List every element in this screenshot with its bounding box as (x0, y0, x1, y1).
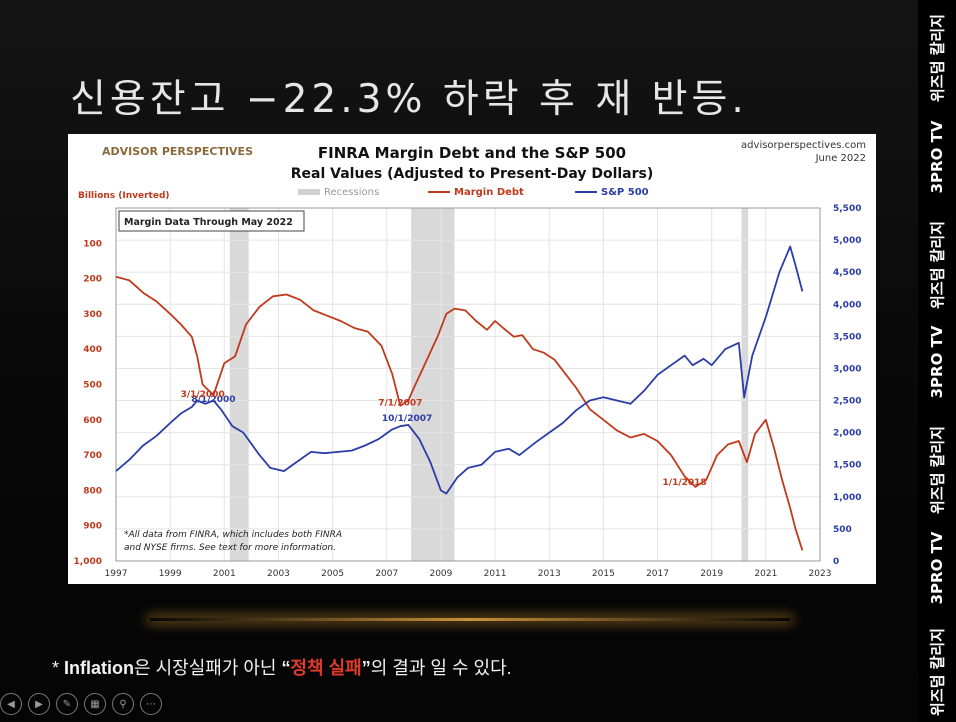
left-tick-label: 100 (83, 239, 102, 249)
zoom-icon[interactable]: ⚲ (112, 693, 134, 715)
left-tick-label: 900 (83, 522, 102, 532)
footnote-quote-open: “ (281, 658, 291, 678)
series-line-margin-debt (115, 275, 804, 551)
x-tick-label: 2001 (213, 569, 236, 579)
prev-icon[interactable]: ◀ (0, 693, 22, 715)
legend-recession-swatch (298, 189, 320, 195)
sidebar-label: 위즈덤 칼리지 (928, 425, 947, 515)
chart-card: 1997 1999 2001 2003 2005 2007 2009 2011 2013 2015… (68, 134, 876, 584)
data-annotation: 1/1/2018 (663, 478, 707, 488)
right-tick-label: 3,500 (833, 332, 861, 342)
x-tick-label: 1999 (159, 569, 182, 579)
left-tick-label: 200 (83, 275, 102, 285)
x-tick-label: 2023 (809, 569, 832, 579)
slideshow-controls: ◀ ▶ ✎ ▦ ⚲ ⋯ (0, 690, 162, 718)
footnote-part1: 은 시장실패가 아닌 (134, 658, 282, 678)
left-tick-label: 600 (83, 416, 102, 426)
chart-subtitle: Real Values (Adjusted to Present-Day Dol… (291, 166, 654, 182)
right-tick-label: 1,500 (833, 461, 861, 471)
pen-icon[interactable]: ✎ (56, 693, 78, 715)
left-tick-label: 800 (83, 486, 102, 496)
footnote-highlight: 정책 실패 (290, 658, 362, 678)
left-tick-label: 1,000 (74, 557, 102, 567)
sidebar-label: 3PRO TV (928, 120, 946, 194)
info-box-frame (118, 210, 305, 232)
right-tick-label: 2,000 (833, 429, 861, 439)
recession-band (741, 208, 749, 561)
slide-footnote: * Inflation은 시장실패가 아닌 “정책 실패”의 결과 일 수 있다… (52, 654, 512, 680)
chart-note: and NYSE firms. See text for more inform… (124, 543, 336, 553)
data-annotation: 3/1/2000 (181, 390, 225, 400)
right-tick-label: 3,000 (833, 364, 861, 374)
right-tick-label: 500 (833, 525, 852, 535)
left-axis-label: Billions (Inverted) (78, 191, 170, 201)
x-tick-label: 2019 (700, 569, 723, 579)
right-tick-label: 4,500 (833, 268, 861, 278)
right-tick-label: 5,500 (833, 204, 861, 214)
left-tick-label: 300 (83, 310, 102, 320)
footnote-bold: Inflation (64, 658, 135, 678)
footnote-part2: 의 결과 일 수 있다. (370, 658, 512, 678)
x-tick-label: 1997 (105, 569, 128, 579)
x-tick-label: 2005 (321, 569, 344, 579)
sidebar-label: 위즈덤 칼리지 (928, 220, 947, 310)
sidebar-label: 3PRO TV (928, 531, 946, 605)
series-line-s-p-500 (115, 245, 804, 495)
x-tick-label: 2011 (484, 569, 507, 579)
x-tick-label: 2007 (375, 569, 398, 579)
data-annotation: 8/1/2000 (191, 395, 235, 405)
left-tick-label: 500 (83, 381, 102, 391)
watermark-sidebar: 위즈덤 칼리지 3PRO TV 위즈덤 칼리지 3PRO TV 위즈덤 칼리지 … (918, 0, 956, 722)
more-icon[interactable]: ⋯ (140, 693, 162, 715)
next-icon[interactable]: ▶ (28, 693, 50, 715)
recession-band (411, 208, 455, 561)
right-tick-label: 4,000 (833, 300, 861, 310)
footnote-prefix: * (52, 658, 65, 678)
recession-band (229, 208, 249, 561)
plot-frame (115, 207, 821, 562)
data-annotation: 7/1/2007 (378, 399, 422, 409)
legend-label: Margin Debt (454, 187, 524, 198)
sidebar-label: 3PRO TV (928, 325, 946, 399)
x-tick-label: 2015 (592, 569, 615, 579)
source-url: advisorperspectives.com (741, 140, 866, 151)
legend-label: S&P 500 (601, 187, 649, 198)
brand-logo: ADVISOR PERSPECTIVES (102, 145, 253, 158)
right-tick-label: 5,000 (833, 236, 861, 246)
source-date: June 2022 (815, 153, 866, 164)
sidebar-label: 위즈덤 칼리지 (928, 13, 947, 103)
right-tick-label: 0 (833, 557, 839, 567)
sidebar-label: 위즈덤 칼리지 (928, 627, 947, 717)
x-tick-label: 2013 (538, 569, 561, 579)
presentation-slide: 신용잔고 −22.3% 하락 후 재 반등. 1997 1999 2001 2003 2… (0, 0, 918, 722)
chart-title: FINRA Margin Debt and the S&P 500 (318, 144, 626, 162)
info-box-text: Margin Data Through May 2022 (124, 217, 293, 228)
legend-label: Recessions (324, 187, 379, 198)
x-tick-label: 2017 (646, 569, 669, 579)
x-tick-label: 2021 (754, 569, 777, 579)
right-tick-label: 1,000 (833, 493, 861, 503)
slides-icon[interactable]: ▦ (84, 693, 106, 715)
slide-title: 신용잔고 −22.3% 하락 후 재 반등. (70, 77, 748, 122)
decorative-glow-line (150, 618, 790, 621)
x-tick-label: 2003 (267, 569, 290, 579)
margin-debt-chart: 1997 1999 2001 2003 2005 2007 2009 2011 2013 2015… (74, 140, 866, 579)
data-annotation: 10/1/2007 (382, 414, 432, 424)
chart-note: *All data from FINRA, which includes bot… (124, 530, 342, 540)
left-tick-label: 400 (83, 345, 102, 355)
right-tick-label: 2,500 (833, 397, 861, 407)
x-tick-label: 2009 (429, 569, 452, 579)
left-tick-label: 700 (83, 451, 102, 461)
footnote-quote-close: ” (361, 658, 371, 678)
